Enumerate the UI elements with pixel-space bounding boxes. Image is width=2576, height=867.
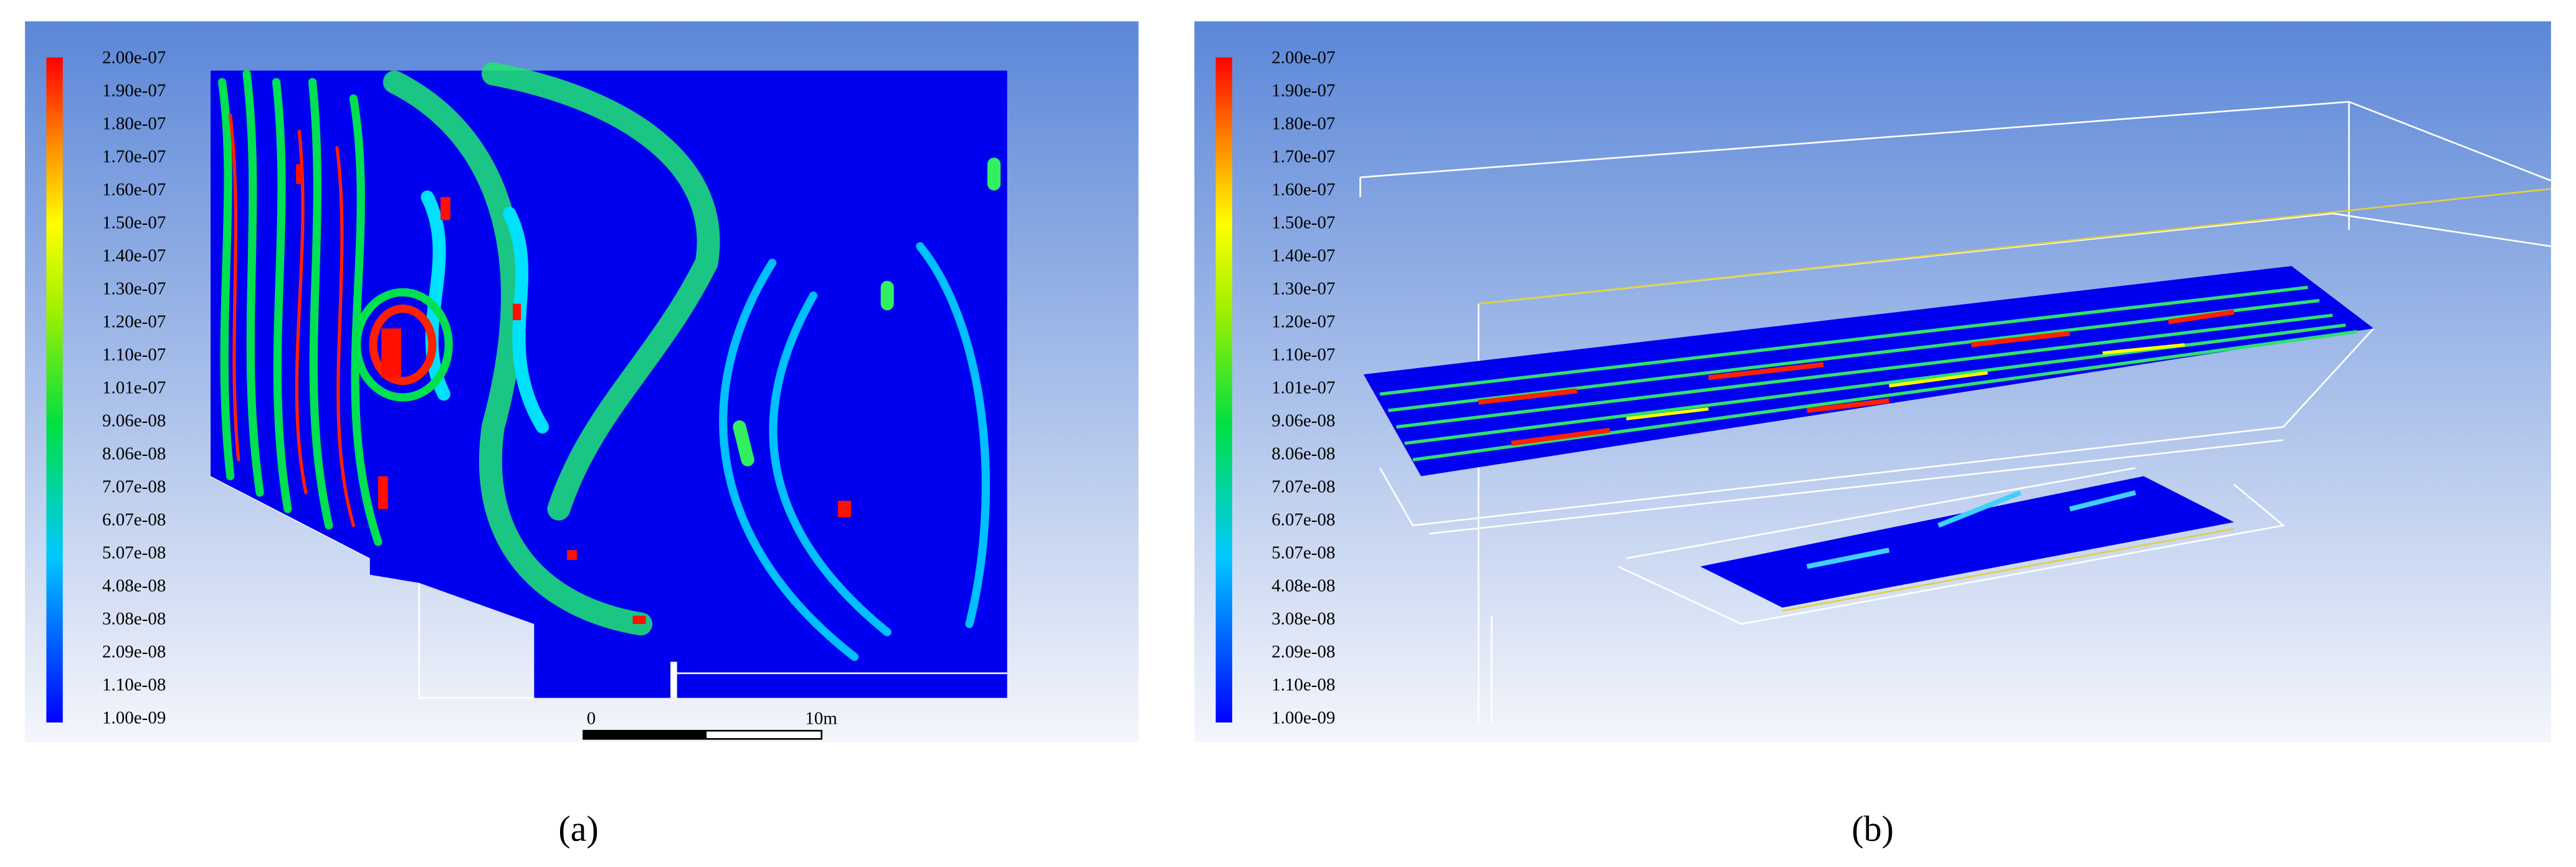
- scale-bar: [582, 729, 823, 740]
- scale-end: 10m: [805, 709, 837, 729]
- panel-label: (a): [558, 808, 598, 849]
- colorbar-label: 4.08e-08: [102, 576, 166, 595]
- colorbar-label: 1.00e-09: [1271, 708, 1335, 727]
- colorbar-label: 1.10e-08: [1271, 675, 1335, 694]
- colorbar-label: 1.90e-07: [1271, 81, 1335, 101]
- colorbar-label: 8.06e-08: [1271, 443, 1335, 463]
- colorbar-label: 1.20e-07: [1271, 311, 1335, 331]
- domain-edge: [1782, 528, 2235, 612]
- colorbar-label: 5.07e-08: [1271, 542, 1335, 562]
- colorbar-label: 5.07e-08: [102, 542, 166, 562]
- colorbar-label: 1.10e-08: [102, 675, 166, 694]
- colorbar-label: 9.06e-08: [102, 410, 166, 430]
- colorbar-label: 1.40e-07: [102, 246, 166, 266]
- panel-label: (b): [1851, 808, 1894, 849]
- colorbar-label: 7.07e-08: [102, 476, 166, 496]
- colorbar-label: 1.01e-07: [1271, 377, 1335, 397]
- colorbar-label: 3.08e-08: [102, 609, 166, 628]
- colorbar-label: 1.80e-07: [102, 114, 166, 134]
- contour-plane: [1700, 476, 2235, 608]
- outline: [670, 661, 677, 698]
- contour-features: [217, 62, 1001, 661]
- colorbar-label: 1.20e-07: [102, 311, 166, 331]
- panel-a: 0 10m (a): [25, 21, 1139, 849]
- colorbar-label: 1.60e-07: [1271, 180, 1335, 200]
- colorbar-label: 1.90e-07: [102, 81, 166, 101]
- scale-start: 0: [587, 709, 596, 729]
- colorbar-label: 1.60e-07: [102, 180, 166, 200]
- colorbar-label: 1.10e-07: [102, 344, 166, 364]
- colorbar-label: 1.80e-07: [1271, 114, 1335, 134]
- contour-features: [1379, 285, 2358, 462]
- colorbar-label: 1.70e-07: [102, 147, 166, 167]
- colorbar-label: 1.50e-07: [1271, 213, 1335, 233]
- panel-b: (b): [1194, 21, 2552, 849]
- colorbar-label: 1.40e-07: [1271, 246, 1335, 266]
- hotspots: [296, 164, 852, 624]
- colorbar-label: 2.09e-08: [102, 642, 166, 661]
- colorbar: [1215, 57, 1232, 723]
- colorbar-label: 1.01e-07: [102, 377, 166, 397]
- domain-edge: [1478, 187, 2552, 305]
- colorbar-label: 2.00e-07: [102, 48, 166, 68]
- colorbar-label: 1.30e-07: [1271, 279, 1335, 299]
- colorbar-label: 1.50e-07: [102, 213, 166, 233]
- colorbar-label: 2.00e-07: [1271, 48, 1335, 68]
- colorbar-label: 8.06e-08: [102, 443, 166, 463]
- colorbar-label: 9.06e-08: [1271, 410, 1335, 430]
- contour-features: [1806, 490, 2136, 569]
- colorbar-label: 4.08e-08: [1271, 576, 1335, 595]
- colorbar-label: 1.10e-07: [1271, 344, 1335, 364]
- colorbar-label: 7.07e-08: [1271, 476, 1335, 496]
- outline: [418, 582, 535, 699]
- colorbar-label: 1.30e-07: [102, 279, 166, 299]
- colorbar-label: 3.08e-08: [1271, 609, 1335, 628]
- colorbar: [46, 57, 63, 723]
- colorbar-label: 1.00e-09: [102, 708, 166, 727]
- colorbar-label: 6.07e-08: [102, 509, 166, 529]
- colorbar-label: 2.09e-08: [1271, 642, 1335, 661]
- colorbar-label: 6.07e-08: [1271, 509, 1335, 529]
- colorbar-label: 1.70e-07: [1271, 147, 1335, 167]
